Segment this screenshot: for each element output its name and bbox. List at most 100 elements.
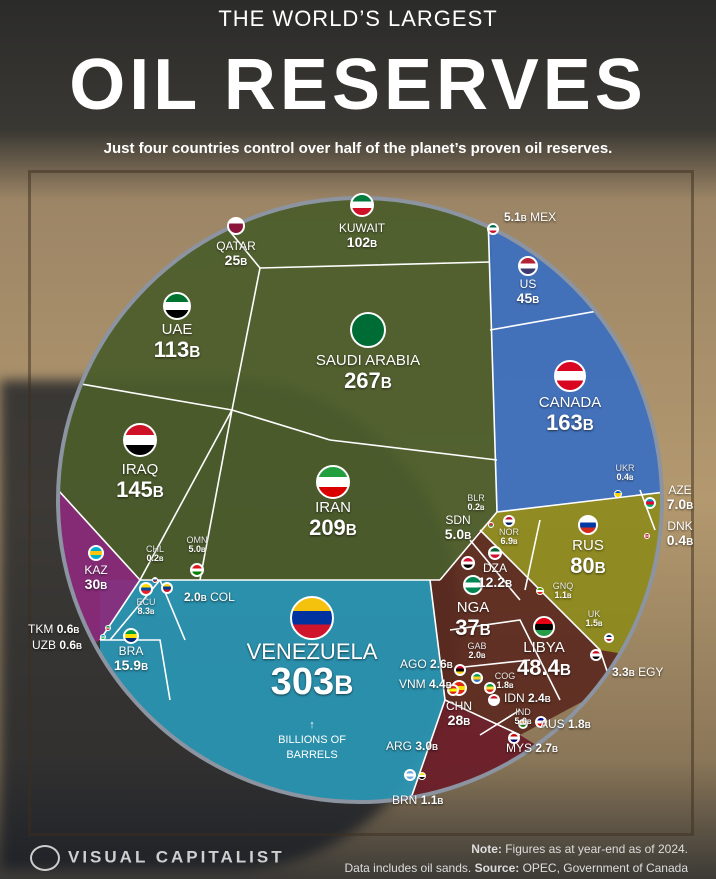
kwt-unit: B [370, 238, 378, 250]
cell-border [639, 489, 656, 531]
brn-flag-icon [418, 772, 426, 780]
qat-unit: B [240, 256, 248, 268]
irn-name: IRAN [315, 499, 351, 516]
nga-name: NGA [456, 599, 490, 616]
vnm-name: VNM [399, 677, 426, 691]
footnote: Note: Figures as at year-end as of 2024.… [344, 840, 688, 878]
dza-name: DZA [482, 561, 507, 575]
tkm-value-wrap: 0.6B [57, 622, 80, 636]
lby-name: LIBYA [523, 639, 565, 656]
sau-flag-icon [350, 312, 386, 348]
dnk-flag-icon [644, 533, 650, 539]
gnq-label: GNQ 1.1B [553, 581, 574, 601]
can-flag-icon [554, 360, 586, 392]
mys-flag-icon [508, 732, 520, 744]
mex-unit: B [520, 213, 527, 223]
are-unit: B [189, 343, 201, 361]
usa-label: US 45B [517, 278, 540, 306]
ecu-flag-icon [139, 582, 153, 596]
cell-border [100, 639, 171, 701]
egy-name: EGY [638, 665, 664, 679]
cog-label: COG 1.8B [494, 671, 516, 691]
vnm-label: VNM 4.4B [399, 677, 452, 691]
uzb-flag-icon [100, 634, 106, 640]
qat-name: QATAR [216, 239, 256, 253]
col-value-wrap: 2.0B [184, 590, 207, 604]
blr-value-wrap: 0.2B [467, 503, 485, 513]
aus-value: 1.8 [568, 717, 585, 731]
sau-value: 267 [344, 367, 381, 393]
cell-border [439, 511, 498, 581]
rus-value-wrap: 80B [570, 554, 606, 577]
bra-value-wrap: 15.9B [113, 656, 148, 673]
arg-label: ARG 3.0B [386, 739, 438, 753]
kaz-value-wrap: 30B [84, 576, 108, 592]
aze-unit: B [686, 500, 694, 512]
chl-value: 0.2 [146, 553, 159, 564]
kwt-label: KUWAIT 102B [339, 222, 385, 250]
irq-unit: B [152, 483, 164, 501]
ind-unit: B [526, 719, 532, 727]
unit-note-line1: BILLIONS OF [278, 734, 346, 746]
kwt-value: 102 [346, 233, 371, 250]
mys-value: 2.7 [535, 741, 553, 755]
chn-label: CHN 28B [446, 700, 472, 728]
can-name: CANADA [538, 394, 602, 411]
cell-border [139, 409, 233, 581]
ecu-unit: B [149, 609, 155, 617]
idn-label: IDN 2.4B [504, 691, 551, 705]
rus-value: 80 [570, 552, 595, 578]
gbr-unit: B [597, 621, 603, 629]
vnm-flag-icon [447, 684, 459, 696]
note-label: Note: [471, 842, 502, 856]
ind-value: 5.0 [514, 716, 527, 727]
lby-label: LIBYA 48.4B [517, 640, 571, 679]
omn-unit: B [200, 547, 206, 555]
omn-value-wrap: 5.0B [187, 545, 208, 555]
irn-label: IRAN 209B [309, 500, 357, 539]
chn-value: 28 [447, 711, 464, 728]
dza-unit: B [505, 578, 513, 590]
dnk-value-wrap: 0.4B [667, 532, 694, 548]
sdn-unit: B [464, 530, 472, 542]
vnm-unit: B [445, 680, 452, 690]
ind-value-wrap: 5.0B [514, 717, 531, 727]
aus-name: AUS [540, 717, 565, 731]
irq-name: IRAQ [121, 461, 159, 478]
bra-label: BRA 15.9B [114, 645, 148, 673]
blr-flag-icon [488, 522, 494, 528]
tkm-unit: B [73, 625, 80, 635]
cog-unit: B [508, 683, 514, 691]
mex-value-wrap: 5.1B [504, 210, 527, 224]
bra-flag-icon [123, 628, 139, 644]
ukr-value-wrap: 0.4B [615, 473, 634, 483]
source-text: OPEC, Government of Canada [519, 861, 688, 875]
bra-value: 15.9 [113, 656, 142, 673]
gbr-name: UK [587, 609, 601, 619]
nga-label: NGA 37B [455, 600, 491, 639]
arg-value: 3.0 [415, 739, 433, 753]
cell-border [329, 439, 498, 461]
idn-value-wrap: 2.4B [528, 691, 551, 705]
tkm-flag-icon [105, 625, 111, 631]
blr-name: BLR [467, 493, 485, 503]
sau-unit: B [380, 374, 392, 392]
kwt-name: KUWAIT [338, 221, 386, 235]
col-name: COL [210, 590, 235, 604]
qat-value-wrap: 25B [216, 252, 256, 268]
chl-value-wrap: 0.2B [146, 554, 164, 564]
ind-name: IND [515, 707, 531, 717]
aze-value-wrap: 7.0B [667, 496, 694, 512]
gab-label: GAB 2.0B [467, 641, 486, 661]
gab-unit: B [480, 653, 486, 661]
rus-name: RUS [572, 537, 604, 554]
ukr-label: UKR 0.4B [615, 463, 634, 483]
cog-name: COG [494, 671, 516, 681]
mys-label: MYS 2.7B [506, 741, 558, 755]
egy-flag-icon [590, 649, 602, 661]
cell-border [524, 519, 541, 591]
nor-value-wrap: 6.9B [499, 537, 519, 547]
uzb-label: UZB 0.6B [32, 638, 82, 652]
cell-border [454, 659, 531, 669]
are-label: UAE 113B [154, 322, 201, 361]
